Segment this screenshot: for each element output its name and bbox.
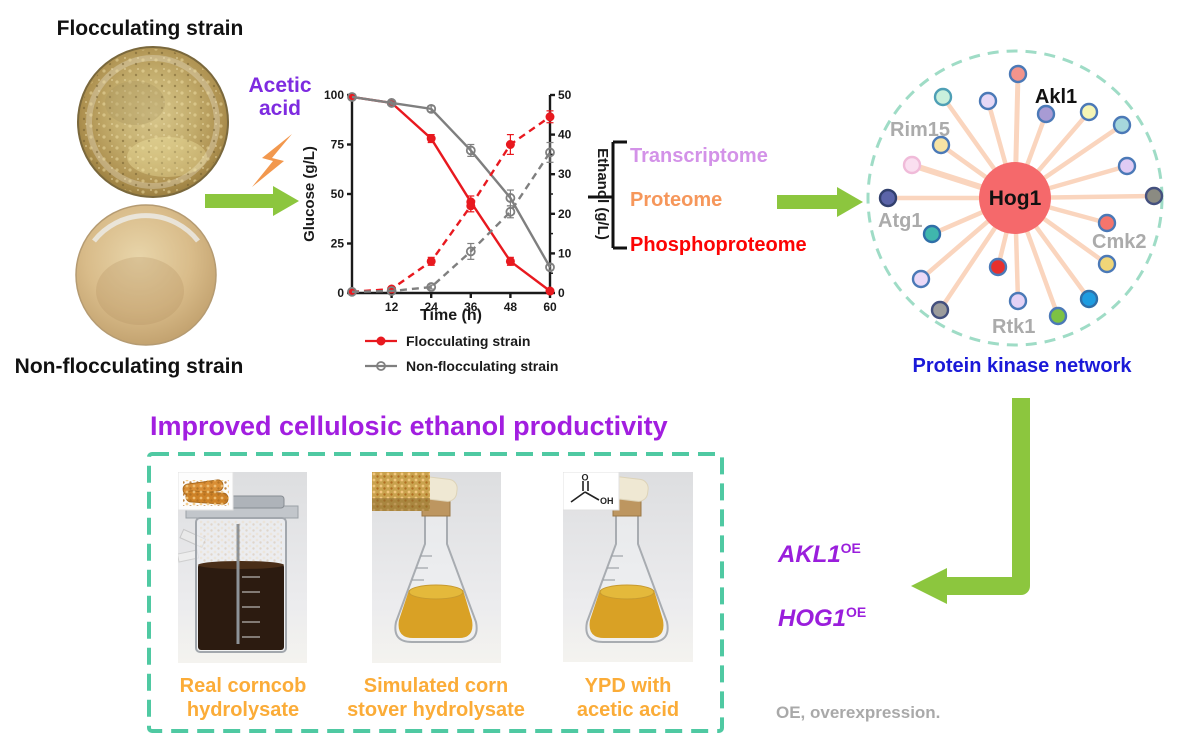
network-node-label-akl1: Akl1	[1034, 86, 1078, 108]
caption-simulated-corn: Simulated corn stover hydrolysate	[336, 674, 536, 722]
akl1-gene-name: AKL1	[778, 541, 841, 568]
caption-ypd-acetic-line1: YPD with	[584, 675, 672, 697]
svg-text:50: 50	[558, 88, 572, 102]
real-corncob-hydrolysate-photo	[178, 472, 307, 663]
svg-text:30: 30	[558, 167, 572, 181]
phosphoproteome-label: Phosphoproteome	[630, 234, 807, 256]
non-flocculating-strain-label: Non-flocculating strain	[14, 355, 244, 378]
svg-text:Flocculating strain: Flocculating strain	[406, 333, 530, 349]
caption-ypd-acetic: YPD with acetic acid	[538, 674, 718, 722]
caption-real-corncob-line2: hydrolysate	[186, 699, 300, 721]
structure-oh-group: OH	[600, 496, 614, 506]
non-flocculating-dish-image	[75, 204, 217, 346]
ypd-acetic-acid-photo: O OH	[563, 472, 693, 662]
svg-text:20: 20	[558, 207, 572, 221]
acetic-acid-label: Acetic acid	[230, 74, 330, 120]
lightning-bolt-icon	[252, 134, 292, 187]
svg-text:Ethanol (g/L): Ethanol (g/L)	[594, 148, 611, 240]
caption-real-corncob-line1: Real corncob	[179, 675, 307, 697]
svg-text:0: 0	[558, 286, 565, 300]
acetic-acid-structure-inset: O OH	[563, 472, 620, 511]
svg-text:Non-flocculating strain: Non-flocculating strain	[406, 358, 558, 374]
improved-productivity-title: Improved cellulosic ethanol productivity	[150, 411, 668, 441]
acetic-acid-line2: acid	[258, 97, 302, 120]
flocculating-dish-image	[77, 46, 229, 198]
svg-text:Hog1: Hog1	[989, 187, 1042, 210]
svg-text:75: 75	[331, 138, 345, 152]
caption-simulated-corn-line2: stover hydrolysate	[347, 699, 525, 721]
svg-text:36: 36	[464, 300, 478, 314]
flocculating-strain-label: Flocculating strain	[56, 17, 244, 40]
dashed-results-box	[147, 452, 724, 733]
caption-real-corncob: Real corncob hydrolysate	[158, 674, 328, 722]
oe-footnote: OE, overexpression.	[776, 703, 941, 722]
simulated-corn-stover-photo	[372, 472, 501, 663]
arrow-omics-to-network-icon	[777, 187, 863, 217]
svg-text:60: 60	[543, 300, 557, 314]
protein-kinase-network-caption: Protein kinase network	[912, 355, 1132, 377]
proteome-label: Proteome	[630, 189, 723, 211]
hog1-oe-label: HOG1OE	[778, 604, 866, 633]
network-node-label-cmk2: Cmk2	[1092, 231, 1147, 253]
protein-kinase-network-diagram: Hog1	[866, 49, 1164, 347]
hog1-oe-superscript: OE	[846, 604, 867, 620]
svg-text:Glucose (g/L): Glucose (g/L)	[301, 146, 318, 242]
hog1-gene-name: HOG1	[778, 605, 847, 632]
arrow-strains-to-chart-icon	[205, 186, 299, 216]
caption-ypd-acetic-line2: acetic acid	[576, 699, 680, 721]
network-node-label-atg1: Atg1	[878, 210, 923, 232]
akl1-oe-superscript: OE	[840, 540, 861, 556]
glucose-ethanol-chart: 0 25 50 75 100 0 10 20 30 40 50 12 24 36 48 60 Glucose (…	[301, 88, 611, 374]
akl1-oe-label: AKL1OE	[778, 540, 861, 569]
svg-text:10: 10	[558, 246, 572, 260]
svg-text:0: 0	[337, 286, 344, 300]
caption-simulated-corn-line1: Simulated corn	[363, 675, 509, 697]
omics-bracket	[588, 140, 627, 250]
arrow-network-to-genes-icon	[911, 398, 1030, 604]
network-node-label-rtk1: Rtk1	[992, 316, 1036, 338]
structure-o-atom: O	[581, 473, 588, 483]
svg-text:12: 12	[385, 300, 399, 314]
network-node-label-rim15: Rim15	[890, 119, 951, 141]
svg-text:24: 24	[425, 300, 439, 314]
svg-text:50: 50	[331, 187, 345, 201]
svg-text:Time (h): Time (h)	[420, 307, 482, 324]
svg-text:48: 48	[504, 300, 518, 314]
svg-text:25: 25	[331, 237, 345, 251]
acetic-acid-line1: Acetic	[248, 74, 312, 97]
svg-text:40: 40	[558, 128, 572, 142]
transcriptome-label: Transcriptome	[630, 145, 768, 167]
svg-text:100: 100	[324, 88, 344, 102]
